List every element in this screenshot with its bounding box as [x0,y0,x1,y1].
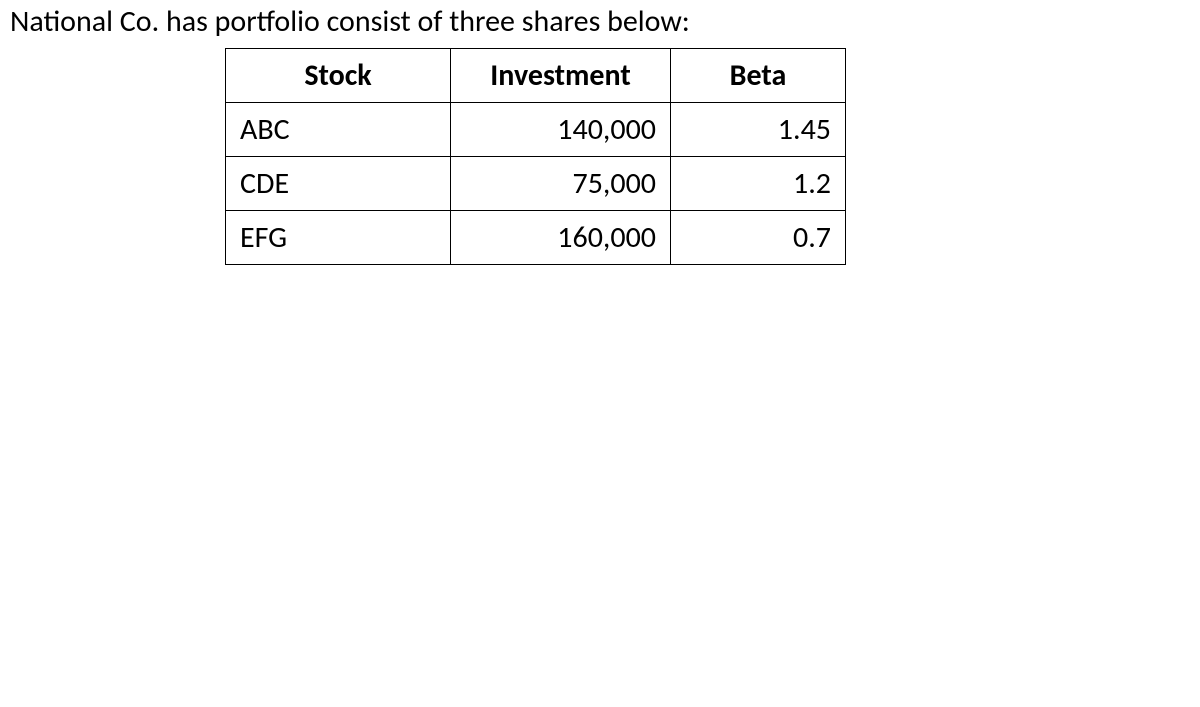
cell-investment: 160,000 [451,211,671,265]
cell-beta: 1.2 [671,157,846,211]
col-header-beta: Beta [671,49,846,103]
cell-investment: 75,000 [451,157,671,211]
cell-beta: 1.45 [671,103,846,157]
cell-stock: EFG [226,211,451,265]
cell-stock: ABC [226,103,451,157]
col-header-stock: Stock [226,49,451,103]
table-row: EFG 160,000 0.7 [226,211,846,265]
portfolio-table: Stock Investment Beta ABC 140,000 1.45 C… [225,48,846,265]
intro-text: National Co. has portfolio consist of th… [10,4,1190,40]
cell-stock: CDE [226,157,451,211]
table-row: ABC 140,000 1.45 [226,103,846,157]
cell-investment: 140,000 [451,103,671,157]
table-row: CDE 75,000 1.2 [226,157,846,211]
cell-beta: 0.7 [671,211,846,265]
col-header-investment: Investment [451,49,671,103]
table-header-row: Stock Investment Beta [226,49,846,103]
